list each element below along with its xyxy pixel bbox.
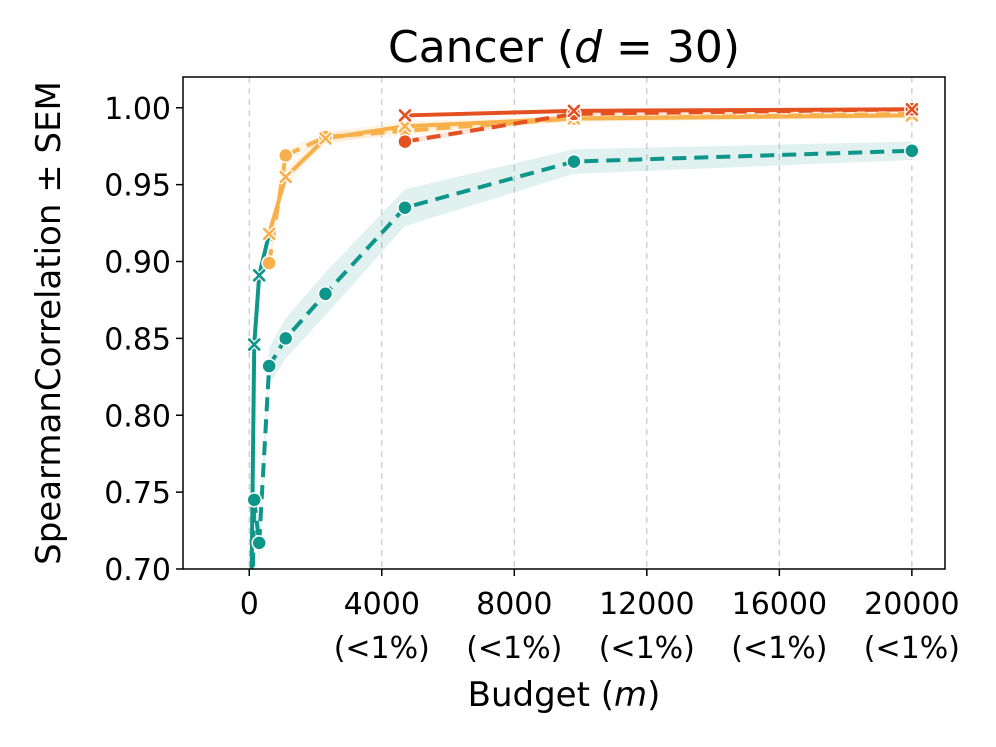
x-tick-sublabel: (<1%) [599,631,695,666]
data-point-teal-circle-dashed [277,330,294,347]
sem-band-teal-circle-dashed [252,141,912,569]
y-tick-label: 1.00 [104,92,171,127]
data-point-teal-cross-solid [245,687,255,697]
data-point-orange-circle-dashed [277,147,294,164]
x-tick-label: 20000 [864,587,959,622]
x-tick-label: 8000 [476,587,552,622]
y-tick-label: 0.75 [104,476,171,511]
data-point-teal-circle-dashed [261,358,277,374]
marker-cross [905,102,919,116]
data-point-teal-circle-dashed [246,492,262,508]
x-axis-label: Budget (m) [468,675,661,715]
x-tick-sublabel: (<1%) [731,631,827,666]
marker-cross [398,109,412,122]
data-point-teal-circle-dashed [904,143,920,159]
marker-cross [319,132,332,145]
x-tick-label: 0 [240,587,259,622]
series-line-orange-cross-solid [267,113,912,235]
y-tick-label: 0.70 [104,553,171,588]
data-point-red-circle-dashed [397,133,413,150]
marker-cross [262,227,276,241]
data-point-teal-cross-solid [246,337,262,353]
marker-outline [245,687,255,697]
x-tick-label: 16000 [732,587,827,622]
marker-cross [252,269,266,282]
data-point-teal-circle-dashed [244,670,258,684]
plot-frame [182,76,946,570]
marker-cross [398,119,412,133]
x-tick-label: 4000 [344,587,420,622]
marker-cross [279,170,293,184]
x-axis-ticks: 0 4000 (<1%) 8000 (<1%) 12000 (<1%) 16000 (<1%) 2… [240,569,960,666]
grid-lines [248,77,913,569]
series-line-teal-cross-solid [249,233,272,569]
data-point-teal-circle-dashed [317,286,334,302]
x-tick-sublabel: (<1%) [466,631,562,666]
y-tick-label: 0.80 [104,399,171,434]
data-point-orange-cross-solid [317,131,333,146]
series-markers [244,101,920,697]
x-tick-sublabel: (<1%) [864,631,960,666]
marker-cross [567,104,581,118]
sem-bands [251,107,912,569]
data-point-teal-cross-solid [251,267,267,283]
data-point-orange-cross-solid [278,169,294,185]
marker-cross [247,338,261,351]
marker-cross [245,687,255,697]
y-axis-label: SpearmanCorrelation ± SEM [29,81,69,565]
chart-title: Cancer (d = 30) [388,22,740,73]
data-point-orange-circle-dashed [261,255,277,271]
x-tick-sublabel: (<1%) [334,631,430,666]
y-axis-ticks: 0.70 0.75 0.80 0.85 0.90 0.95 1.00 [104,92,183,588]
data-point-red-cross-solid [566,103,582,119]
data-point-orange-cross-solid [261,226,277,242]
data-point-teal-circle-dashed [397,199,413,216]
data-point-teal-circle-dashed [251,535,267,551]
data-point-red-cross-solid [904,101,920,117]
data-point-red-cross-solid [397,107,413,123]
y-tick-label: 0.95 [104,169,171,204]
data-point-teal-circle-dashed [566,153,582,170]
x-tick-label: 12000 [599,587,694,622]
data-point-orange-cross-solid [397,118,413,134]
y-tick-label: 0.85 [104,322,171,357]
y-tick-label: 0.90 [104,246,171,281]
